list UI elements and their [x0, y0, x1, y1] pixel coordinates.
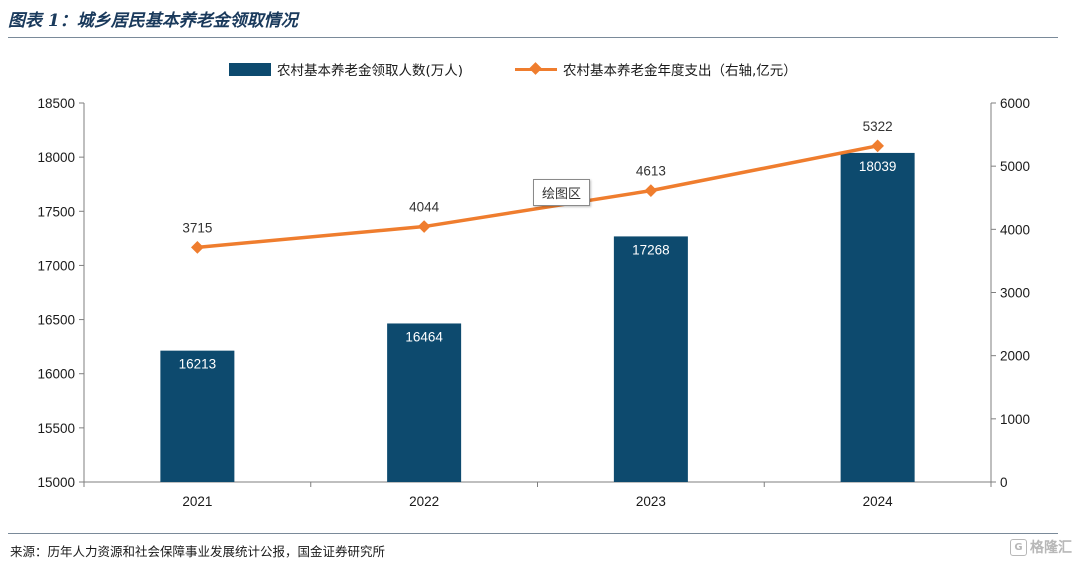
bar-series: 16213 16464 17268 18039 — [160, 152, 915, 482]
legend-label-bar: 农村基本养老金领取人数(万人) — [277, 62, 463, 79]
bar-value-label: 18039 — [859, 159, 897, 174]
left-tick-label: 15500 — [37, 421, 75, 436]
line-point-2023 — [644, 184, 658, 197]
bar-2023 — [613, 236, 688, 482]
left-tick-label: 18000 — [37, 150, 75, 165]
left-tick-label: 17000 — [37, 258, 75, 273]
legend-label-line: 农村基本养老金年度支出（右轴,亿元） — [563, 62, 797, 79]
bar-value-label: 17268 — [632, 242, 670, 257]
line-point-2022 — [417, 220, 431, 233]
bottom-divider — [8, 533, 1058, 534]
bar-value-label: 16213 — [179, 357, 217, 372]
chart-legend: 农村基本养老金领取人数(万人) 农村基本养老金年度支出（右轴,亿元） — [229, 62, 797, 79]
line-point-2021 — [191, 240, 204, 254]
right-tick-label: 2000 — [1000, 349, 1030, 364]
plot-area-tooltip: 绘图区 — [533, 179, 591, 206]
line-value-label: 4613 — [636, 164, 666, 179]
expenditure-line — [197, 144, 878, 250]
combo-chart: 农村基本养老金领取人数(万人) 农村基本养老金年度支出（右轴,亿元） 15000… — [37, 62, 1030, 509]
left-tick-label: 16500 — [37, 313, 75, 328]
chart-axes: 15000 15500 16000 16500 17000 17500 18000 18500… — [37, 96, 1030, 509]
right-tick-label: 1000 — [1000, 412, 1030, 427]
watermark-logo-icon: G — [1010, 538, 1027, 556]
legend-swatch-marker — [529, 62, 542, 75]
source-note: 来源：历年人力资源和社会保障事业发展统计公报，国金证券研究所 — [10, 544, 386, 559]
right-tick-label: 3000 — [1000, 286, 1030, 301]
right-tick-label: 5000 — [1000, 159, 1030, 174]
top-divider — [8, 37, 1058, 38]
x-tick-label: 2023 — [636, 494, 666, 509]
bar-2024 — [840, 152, 915, 482]
line-value-label: 5322 — [863, 119, 893, 134]
x-tick-label: 2022 — [409, 494, 439, 509]
left-tick-label: 16000 — [37, 367, 75, 382]
bar-value-label: 16464 — [405, 329, 443, 344]
x-tick-label: 2021 — [182, 494, 212, 509]
left-tick-label: 18500 — [37, 96, 75, 111]
bar-2022 — [387, 323, 462, 482]
watermark-text: 格隆汇 — [1030, 540, 1072, 556]
x-tick-label: 2024 — [863, 494, 894, 509]
line-value-label: 4044 — [409, 200, 440, 215]
line-value-label: 3715 — [182, 220, 212, 235]
right-tick-label: 4000 — [1000, 222, 1030, 237]
page-title: 图表 1：城乡居民基本养老金领取情况 — [8, 11, 298, 31]
left-tick-label: 17500 — [37, 204, 75, 219]
legend-swatch-bar — [229, 63, 271, 76]
right-tick-label: 6000 — [1000, 96, 1030, 111]
line-point-2024 — [871, 139, 884, 153]
left-tick-label: 15000 — [37, 475, 75, 490]
right-tick-label: 0 — [1000, 475, 1008, 490]
bar-2021 — [160, 350, 235, 482]
watermark: G 格隆汇 — [1010, 537, 1072, 557]
